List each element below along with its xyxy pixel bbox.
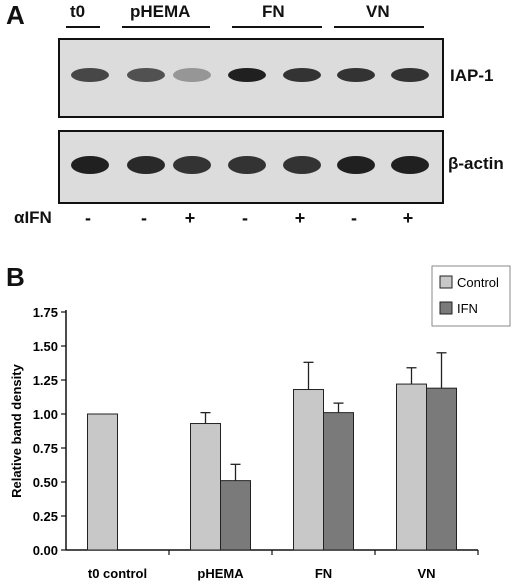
bar-control xyxy=(87,413,118,551)
blot-band xyxy=(337,156,375,174)
treatment-sign: - xyxy=(242,208,248,228)
blot-label-beta-actin: β-actin xyxy=(448,154,504,173)
y-tick-label: 0.75 xyxy=(33,441,58,456)
blot-band xyxy=(71,68,109,82)
bar-ifn xyxy=(426,387,457,551)
blot-band xyxy=(127,156,165,174)
blot-band xyxy=(337,68,375,82)
y-tick-label: 0.25 xyxy=(33,509,58,524)
treatment-sign: + xyxy=(402,208,414,228)
legend-label: Control xyxy=(457,275,499,290)
western-blot-iap1 xyxy=(58,38,444,118)
blot-band xyxy=(71,156,109,174)
blot-band xyxy=(283,156,321,174)
x-tick-label: pHEMA xyxy=(197,566,244,581)
panel-b-label: B xyxy=(6,262,25,292)
panel-a-label: A xyxy=(6,0,25,30)
y-tick-label: 1.25 xyxy=(33,373,58,388)
treatment-sign: + xyxy=(184,208,196,228)
treatment-label: αIFN xyxy=(14,208,52,227)
y-tick-label: 1.75 xyxy=(33,305,58,320)
legend-label: IFN xyxy=(457,301,478,316)
blot-band xyxy=(228,156,266,174)
treatment-sign: + xyxy=(294,208,306,228)
blot-band xyxy=(173,68,211,82)
treatment-sign: - xyxy=(351,208,357,228)
legend-swatch xyxy=(439,301,453,315)
y-tick-label: 0.50 xyxy=(33,475,58,490)
x-tick-label: VN xyxy=(417,566,435,581)
y-tick-label: 1.50 xyxy=(33,339,58,354)
blot-band xyxy=(127,68,165,82)
bar-control xyxy=(293,389,324,551)
chart-bars xyxy=(87,352,457,551)
blot-label-iap1: IAP-1 xyxy=(450,66,494,85)
chart-axes: 0.00 0.25 0.50 0.75 1.00 1.25 1.50 1.75 Relative… xyxy=(9,305,479,581)
x-tick-label: FN xyxy=(315,566,332,581)
group-label-vn: VN xyxy=(366,2,390,21)
bar-ifn xyxy=(220,480,251,551)
x-tick-label: t0 control xyxy=(88,566,147,581)
y-axis-label: Relative band density xyxy=(9,363,24,497)
treatment-sign: - xyxy=(85,208,91,228)
group-line-phema xyxy=(122,26,210,28)
blot-band xyxy=(173,156,211,174)
bar-control xyxy=(190,423,221,551)
bar-control xyxy=(396,383,427,551)
blot-band xyxy=(228,68,266,82)
group-label-t0: t0 xyxy=(70,2,86,21)
group-label-phema: pHEMA xyxy=(130,2,191,21)
blot-band xyxy=(283,68,321,82)
group-line-t0 xyxy=(66,26,100,28)
group-line-vn xyxy=(334,26,424,28)
group-label-fn: FN xyxy=(262,2,285,21)
western-blot-beta-actin xyxy=(58,130,444,204)
treatment-sign: - xyxy=(141,208,147,228)
bar-ifn xyxy=(323,412,354,551)
y-tick-label: 1.00 xyxy=(33,407,58,422)
blot-band xyxy=(391,68,429,82)
chart-legend: Control IFN xyxy=(431,265,511,327)
blot-band xyxy=(391,156,429,174)
legend-swatch xyxy=(439,275,453,289)
group-line-fn xyxy=(232,26,322,28)
y-tick-label: 0.00 xyxy=(33,543,58,558)
